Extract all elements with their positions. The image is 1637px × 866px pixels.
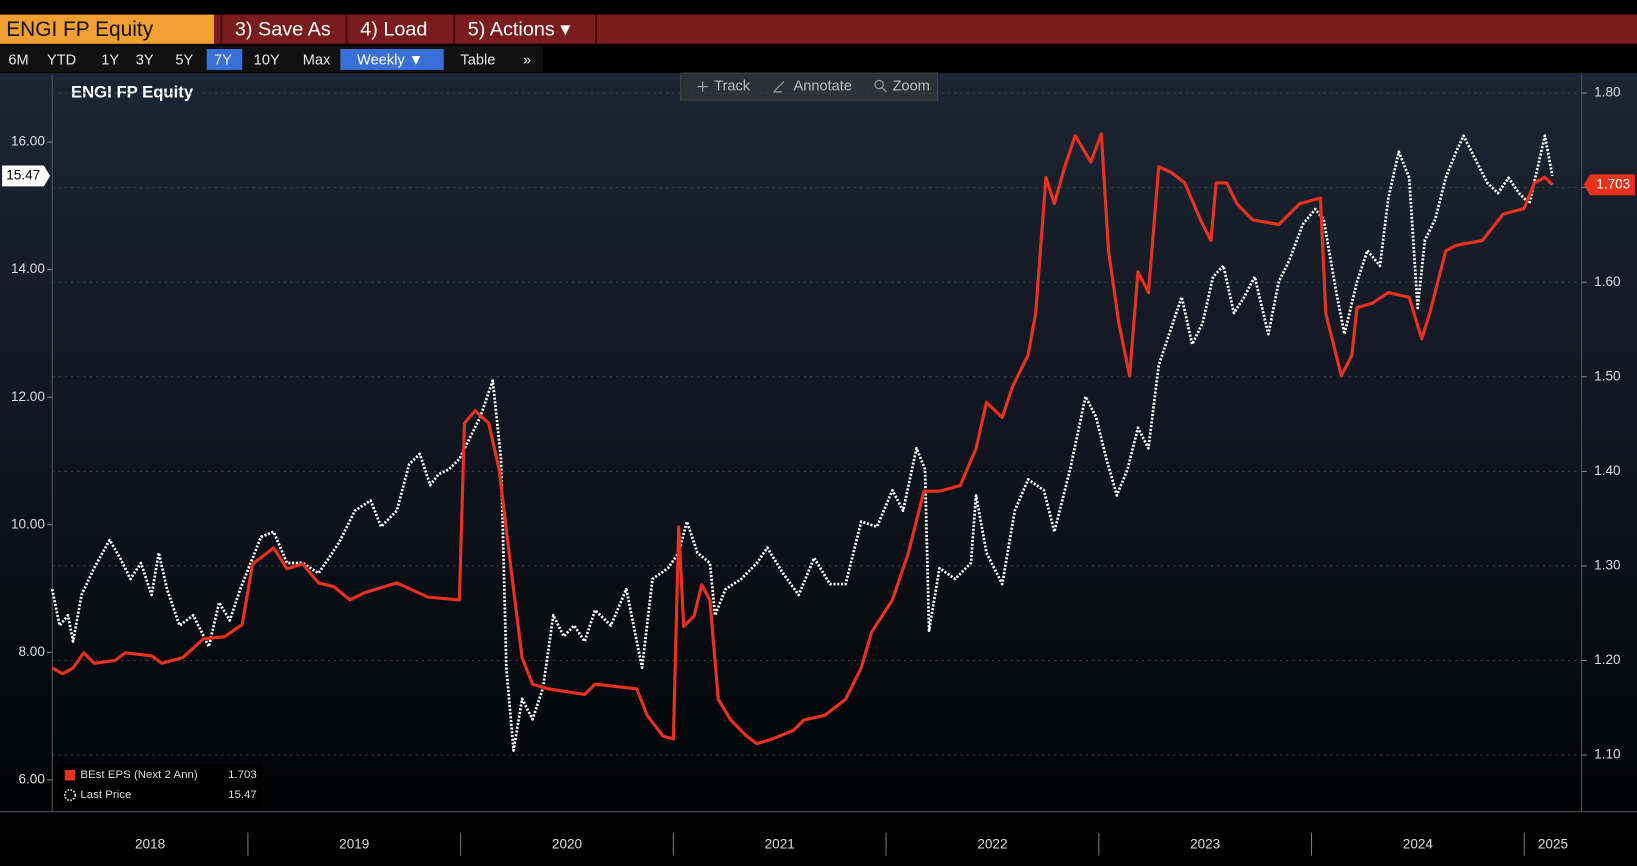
legend-swatch bbox=[64, 770, 76, 781]
range-active bbox=[206, 49, 243, 70]
y2-tick-label: 1.10 bbox=[1594, 747, 1620, 762]
menu-item[interactable]: 4) Load bbox=[360, 18, 427, 40]
x-tick-label: 2025 bbox=[1538, 837, 1568, 852]
tool-button[interactable]: Annotate bbox=[793, 78, 852, 94]
series-line bbox=[51, 132, 1554, 746]
menu-separator bbox=[220, 14, 223, 44]
legend-label: BEst EPS (Next 2 Ann) bbox=[80, 769, 198, 781]
track-icon bbox=[697, 81, 708, 92]
range-bar bbox=[0, 45, 543, 72]
range-button[interactable]: Max bbox=[303, 52, 331, 68]
menu-item[interactable]: 3) Save As bbox=[235, 18, 331, 40]
tool-button[interactable]: Track bbox=[714, 78, 751, 94]
frequency-box[interactable] bbox=[340, 49, 444, 70]
more-button[interactable]: » bbox=[523, 52, 531, 68]
last-value-label: 1.703 bbox=[1596, 176, 1630, 191]
x-tick-label: 2024 bbox=[1403, 837, 1434, 852]
y-tick-label: 14.00 bbox=[11, 261, 45, 276]
y2-tick-label: 1.20 bbox=[1594, 652, 1620, 667]
tool-bar bbox=[680, 72, 939, 101]
chart-layer: 3) Save As 4) Load 5) Actions ▾ 6M YTD 1Y 3Y 5Y… bbox=[0, 14, 1637, 856]
y2-tick-label: 1.60 bbox=[1594, 274, 1620, 289]
range-button[interactable]: 3Y bbox=[136, 52, 154, 68]
range-button[interactable]: YTD bbox=[47, 52, 76, 68]
last-value-label: 15.47 bbox=[6, 167, 40, 182]
x-tick-label: 2022 bbox=[977, 837, 1007, 852]
legend-swatch bbox=[63, 789, 76, 802]
y-tick-label: 8.00 bbox=[19, 644, 45, 659]
x-tick-label: 2021 bbox=[765, 837, 795, 852]
annotate-icon bbox=[773, 80, 785, 93]
x-tick-label: 2020 bbox=[552, 837, 582, 852]
menu-separator bbox=[595, 14, 598, 44]
y2-tick-label: 1.80 bbox=[1594, 85, 1620, 100]
range-button[interactable]: 7Y bbox=[214, 52, 232, 68]
y2-tick-label: 1.30 bbox=[1594, 557, 1620, 572]
last-value-tag bbox=[2, 165, 51, 187]
zoom-icon bbox=[874, 79, 884, 90]
range-button[interactable]: 1Y bbox=[101, 52, 119, 68]
menu-separator bbox=[453, 14, 456, 44]
frequency-button[interactable]: Weekly ▼ bbox=[357, 52, 423, 68]
ticker-text: ENGI FP Equity bbox=[6, 18, 153, 41]
range-button[interactable]: 5Y bbox=[175, 52, 193, 68]
table-button[interactable]: Table bbox=[460, 52, 495, 68]
y-tick-label: 6.00 bbox=[19, 771, 45, 786]
legend-value: 15.47 bbox=[228, 789, 257, 801]
tool-button[interactable]: Zoom bbox=[893, 78, 930, 94]
zoom-icon-handle bbox=[881, 87, 887, 93]
y-tick-label: 12.00 bbox=[11, 389, 45, 404]
menu-separator bbox=[345, 14, 348, 44]
legend-box bbox=[57, 763, 263, 808]
legend-value: 1.703 bbox=[228, 769, 257, 781]
y-tick-label: 16.00 bbox=[11, 134, 45, 149]
menu-item[interactable]: 5) Actions ▾ bbox=[468, 18, 571, 40]
y2-tick-label: 1.40 bbox=[1594, 463, 1620, 478]
chart-title: ENGI FP Equity bbox=[71, 82, 194, 101]
chart-background bbox=[0, 73, 1637, 866]
x-tick-label: 2018 bbox=[135, 837, 165, 852]
legend-label: Last Price bbox=[80, 789, 131, 801]
menu-bar bbox=[0, 14, 1637, 44]
series-line bbox=[50, 134, 1554, 752]
y-tick-label: 10.00 bbox=[11, 516, 45, 531]
range-button[interactable]: 6M bbox=[8, 52, 28, 68]
y2-tick-label: 1.50 bbox=[1594, 368, 1620, 383]
x-tick-label: 2019 bbox=[339, 837, 369, 852]
ticker-box[interactable] bbox=[0, 14, 215, 44]
last-value-tag bbox=[1583, 174, 1635, 196]
range-button[interactable]: 10Y bbox=[254, 52, 280, 68]
x-tick-label: 2023 bbox=[1190, 837, 1220, 852]
